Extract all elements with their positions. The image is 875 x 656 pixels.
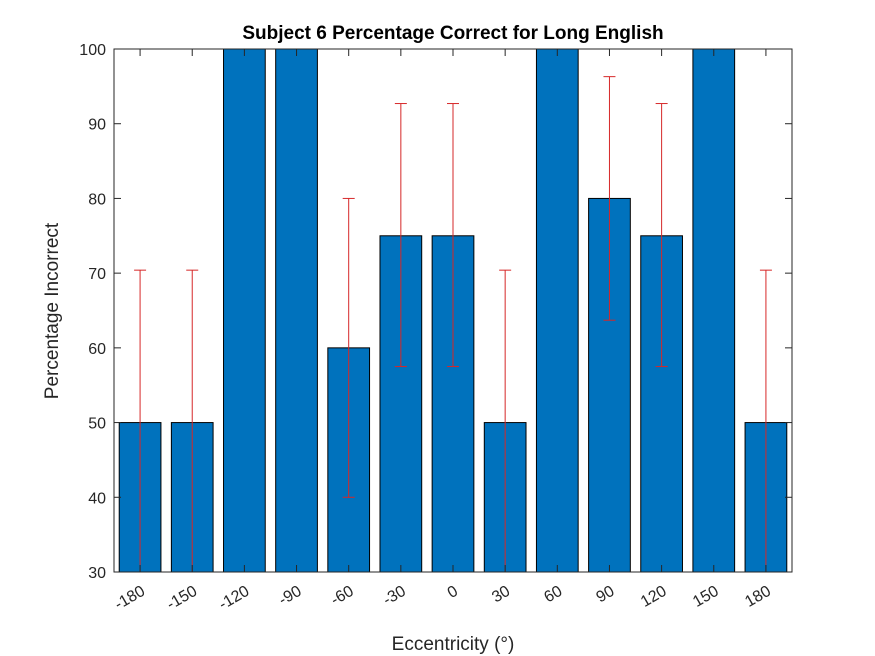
x-tick-label-120: 120	[638, 583, 670, 611]
chart-title: Subject 6 Percentage Correct for Long En…	[242, 23, 663, 44]
y-tick-label-80: 80	[88, 191, 106, 208]
plot-area: 30 40 50 60 70 80 90 100 -180 -150 -120 -90 -60 -30 0 3…	[79, 42, 793, 614]
bar-150	[692, 48, 736, 573]
bar--120	[223, 48, 266, 573]
x-tick-label--150: -150	[164, 583, 200, 614]
x-tick-label-30: 30	[489, 583, 513, 607]
x-tick-label-90: 90	[594, 583, 618, 607]
y-tick-label-60: 60	[88, 341, 106, 358]
y-tick-label-40: 40	[88, 490, 106, 507]
x-tick-label--120: -120	[216, 583, 252, 614]
x-axis-label: Eccentricity (°)	[392, 634, 515, 655]
bar--90	[275, 48, 318, 573]
y-axis-label: Percentage Incorrect	[42, 222, 63, 399]
x-tick-label--90: -90	[276, 583, 305, 609]
bar-60	[535, 48, 579, 573]
y-tick-label-90: 90	[88, 117, 106, 134]
x-tick-label-60: 60	[541, 583, 565, 607]
y-tick-label-30: 30	[88, 565, 106, 582]
x-tick-label--180: -180	[112, 583, 148, 614]
y-tick-label-100: 100	[79, 42, 106, 59]
x-tick-label--30: -30	[380, 583, 409, 609]
x-tick-label--60: -60	[328, 583, 357, 609]
y-tick-label-50: 50	[88, 416, 106, 433]
x-tick-label-180: 180	[742, 583, 774, 611]
y-tick-label-70: 70	[88, 266, 106, 283]
x-tick-label-0: 0	[445, 583, 461, 602]
x-tick-label-150: 150	[690, 583, 722, 611]
